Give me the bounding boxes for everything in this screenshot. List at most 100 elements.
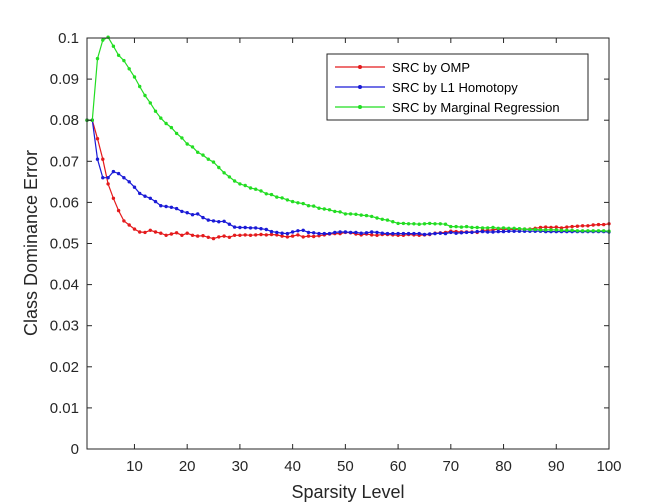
x-tick-label: 10 [126, 458, 143, 475]
data-point [306, 234, 311, 238]
data-point [412, 222, 416, 226]
data-point [370, 233, 374, 237]
data-point [290, 234, 295, 238]
data-point [486, 226, 490, 230]
legend-item: SRC by Marginal Regression [335, 100, 560, 115]
data-point [354, 230, 358, 235]
data-point [359, 213, 363, 217]
data-point [433, 231, 437, 236]
data-point [280, 234, 284, 238]
data-point [254, 226, 258, 230]
data-point [554, 225, 558, 229]
legend-items: SRC by OMP SRC by L1 Homotopy SRC by Margi… [335, 60, 560, 115]
data-point [422, 222, 427, 226]
data-point [116, 171, 121, 176]
data-point [116, 208, 121, 213]
data-point [480, 229, 485, 234]
data-point [428, 232, 432, 236]
legend-label: SRC by OMP [392, 60, 470, 75]
data-point [338, 230, 342, 234]
data-point [391, 220, 395, 224]
series-3 [85, 35, 611, 233]
data-point [206, 218, 210, 222]
data-point [312, 234, 316, 239]
data-point [443, 231, 448, 236]
legend-label: SRC by L1 Homotopy [392, 80, 518, 95]
x-axis-title: Sparsity Level [291, 482, 404, 502]
legend-swatch-marker [358, 105, 362, 109]
data-point [348, 230, 353, 235]
y-tick-label: 0.1 [58, 30, 79, 47]
data-point [238, 233, 242, 237]
data-point [596, 222, 601, 227]
series-layer [85, 35, 611, 241]
data-point [475, 229, 479, 234]
data-point [259, 227, 263, 231]
data-point [254, 233, 258, 237]
data-point [348, 212, 353, 216]
data-point [364, 213, 369, 218]
data-point [438, 231, 442, 235]
data-point [222, 234, 226, 238]
data-point [375, 230, 379, 235]
data-point [533, 227, 537, 232]
x-tick-label: 60 [390, 458, 407, 475]
data-point [528, 227, 532, 232]
data-point [164, 121, 168, 126]
data-point [359, 231, 363, 235]
data-point [522, 227, 527, 231]
data-point [143, 194, 147, 198]
data-point [285, 235, 290, 239]
data-point [280, 231, 284, 235]
data-point [159, 231, 163, 235]
data-point [259, 232, 263, 237]
data-point [570, 224, 574, 229]
y-tick-label: 0.06 [50, 194, 79, 211]
x-tick-label: 70 [442, 458, 459, 475]
data-point [459, 231, 464, 235]
data-point [370, 214, 374, 219]
data-point [591, 229, 595, 233]
data-point [322, 207, 326, 211]
data-point [206, 157, 210, 161]
data-point [132, 75, 137, 79]
data-point [180, 233, 184, 237]
data-point [491, 225, 495, 230]
data-point [153, 199, 158, 204]
data-point [544, 228, 548, 232]
data-point [333, 230, 337, 235]
data-point [517, 229, 522, 233]
y-tick-label: 0.09 [50, 71, 79, 88]
data-point [227, 235, 232, 239]
y-axis-title: Class Dominance Error [21, 150, 41, 336]
data-point [470, 230, 474, 235]
data-point [496, 229, 500, 234]
data-point [338, 210, 342, 214]
data-point [101, 157, 105, 161]
data-point [586, 229, 590, 233]
data-point [201, 153, 205, 157]
data-point [496, 226, 500, 230]
data-point [454, 224, 458, 229]
data-point [517, 227, 522, 231]
data-point [275, 195, 279, 199]
data-point [406, 222, 411, 226]
data-point [238, 182, 242, 186]
data-point [486, 230, 490, 234]
data-point [507, 229, 511, 233]
data-point [169, 125, 174, 130]
data-point [254, 187, 258, 191]
data-point [159, 204, 163, 208]
data-point [206, 235, 210, 239]
data-point [116, 53, 121, 57]
data-point [164, 204, 168, 209]
data-point [449, 224, 453, 229]
data-point [433, 222, 437, 226]
data-point [580, 229, 585, 233]
data-point [380, 217, 384, 221]
data-point [143, 230, 147, 235]
data-point [211, 219, 216, 223]
y-tick-label: 0 [71, 441, 79, 458]
data-point [138, 230, 142, 234]
data-point [248, 233, 253, 237]
